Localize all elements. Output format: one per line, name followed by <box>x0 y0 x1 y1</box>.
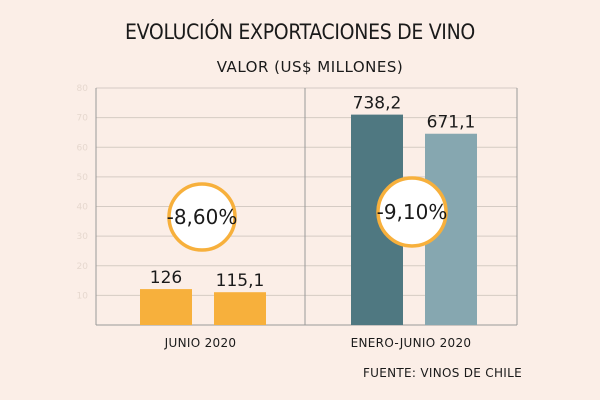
y-tick-label: 40 <box>77 203 89 213</box>
bar <box>140 289 192 325</box>
change-circle <box>167 182 237 252</box>
y-tick-label: 50 <box>77 173 89 183</box>
chart-subtitle: VALOR (US$ MILLONES) <box>216 58 404 76</box>
y-tick-label: 20 <box>77 262 89 272</box>
y-tick-label: 80 <box>77 84 89 94</box>
y-tick-label: 10 <box>77 291 89 301</box>
change-percent-label: -8,60% <box>167 205 238 229</box>
bar-value-label: 738,2 <box>353 94 402 114</box>
chart-title: EVOLUCIÓN EXPORTACIONES DE VINO <box>125 20 475 44</box>
change-circle <box>376 176 448 248</box>
category-label: JUNIO 2020 <box>164 336 237 350</box>
y-tick-label: 30 <box>77 232 89 242</box>
category-label: ENERO-JUNIO 2020 <box>351 336 472 350</box>
y-tick-label: 70 <box>77 114 89 124</box>
chart-source: FUENTE: VINOS DE CHILE <box>362 366 522 380</box>
bar-value-label: 126 <box>150 268 182 288</box>
bar <box>214 292 266 325</box>
bar-value-label: 671,1 <box>427 113 476 133</box>
bar-value-label: 115,1 <box>216 271 265 291</box>
change-percent-label: -9,10% <box>377 200 448 224</box>
y-tick-label: 60 <box>77 143 89 153</box>
